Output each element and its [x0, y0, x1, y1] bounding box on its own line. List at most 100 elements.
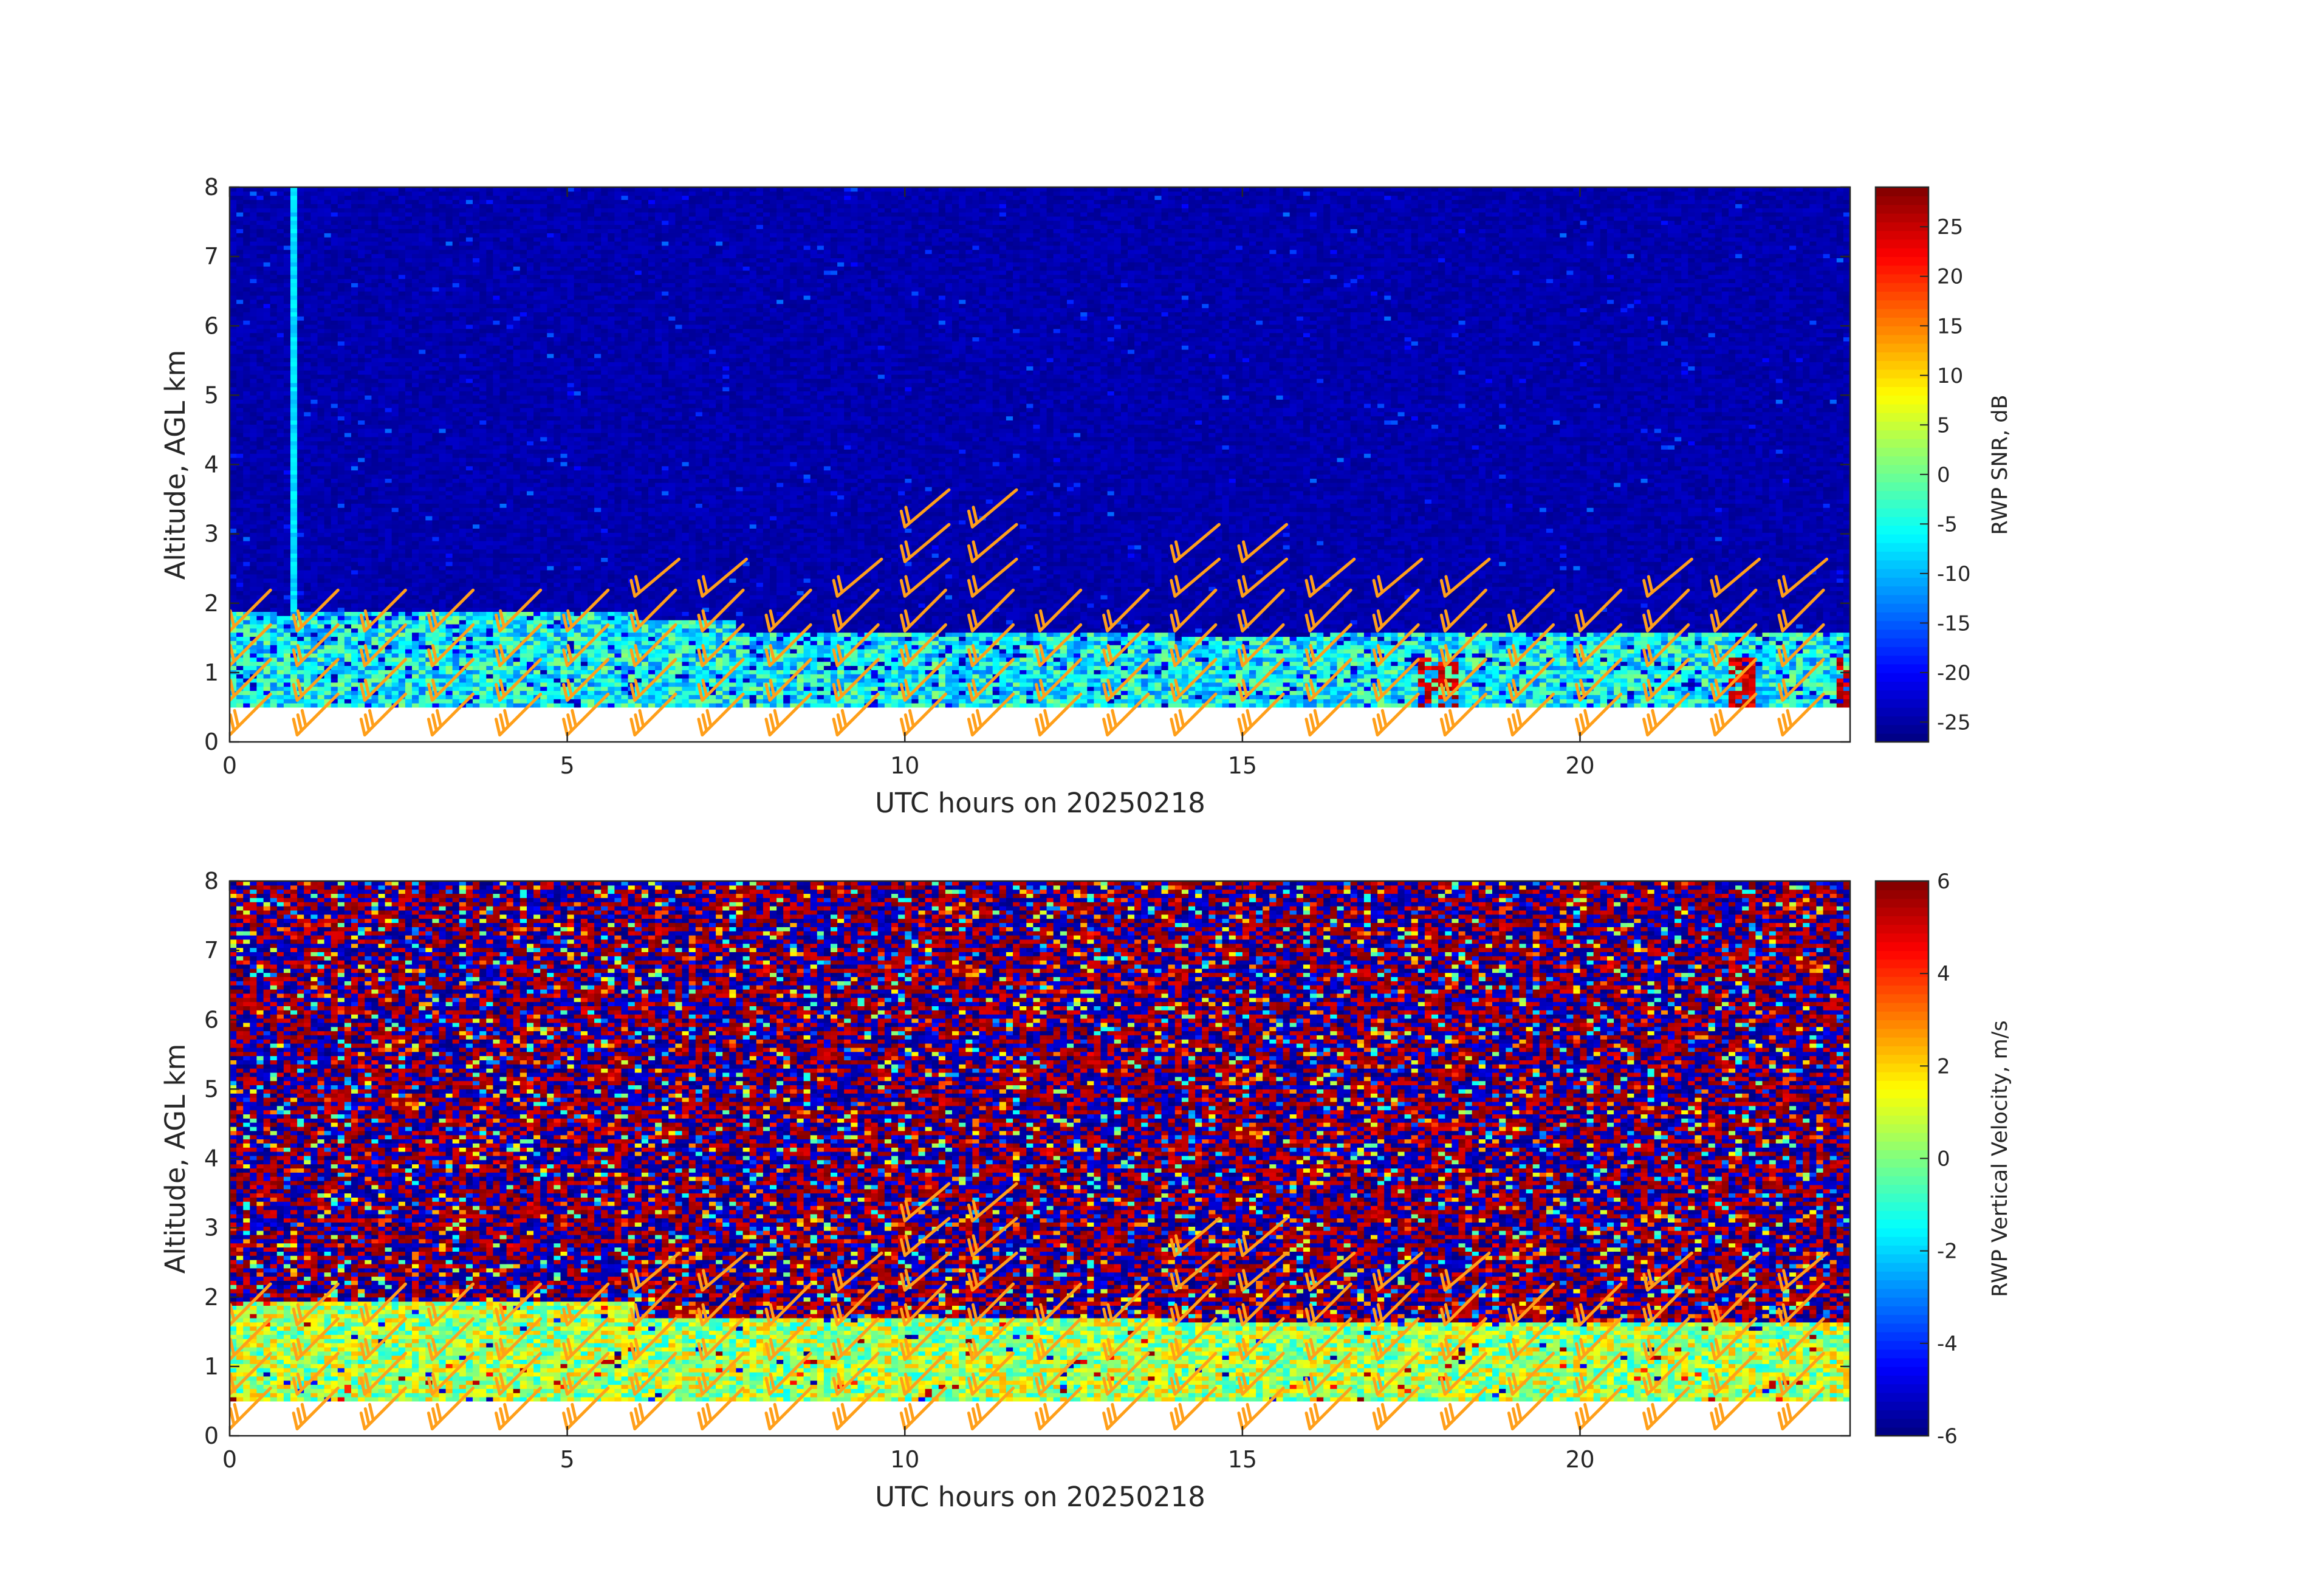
heatmap-cell	[385, 591, 392, 595]
heatmap-cell	[344, 475, 352, 479]
heatmap-cell	[236, 662, 244, 666]
heatmap-cell	[351, 412, 358, 416]
heatmap-cell	[344, 666, 352, 670]
heatmap-cell	[236, 258, 244, 262]
heatmap-cell	[379, 300, 386, 304]
heatmap-cell	[405, 507, 413, 512]
heatmap-cell	[304, 362, 311, 366]
heatmap-cell	[277, 603, 284, 608]
heatmap-cell	[331, 300, 338, 304]
heatmap-cell	[365, 591, 372, 595]
heatmap-cell	[358, 204, 365, 208]
heatmap-cell	[304, 608, 311, 612]
heatmap-cell	[324, 229, 332, 233]
heatmap-cell	[230, 229, 237, 233]
heatmap-cell	[425, 532, 433, 537]
heatmap-cell	[432, 578, 439, 583]
heatmap-cell	[453, 358, 460, 362]
heatmap-cell	[310, 583, 318, 587]
heatmap-cell	[479, 532, 487, 537]
heatmap-cell	[405, 275, 413, 279]
heatmap-cell	[385, 362, 392, 366]
heatmap-cell	[290, 466, 298, 470]
heatmap-cell	[358, 703, 365, 707]
heatmap-cell	[351, 312, 358, 316]
heatmap-cell	[250, 445, 257, 450]
heatmap-cell	[479, 250, 487, 254]
heatmap-cell	[324, 624, 332, 628]
heatmap-cell	[493, 578, 500, 583]
heatmap-cell	[432, 250, 439, 254]
heatmap-cell	[351, 578, 358, 583]
heatmap-cell	[297, 433, 304, 437]
heatmap-cell	[331, 391, 338, 396]
heatmap-cell	[358, 245, 365, 250]
heatmap-cell	[405, 416, 413, 420]
heatmap-cell	[365, 424, 372, 428]
heatmap-cell	[324, 399, 332, 403]
heatmap-cell	[318, 495, 325, 499]
heatmap-cell	[243, 324, 250, 329]
heatmap-cell	[412, 674, 419, 678]
heatmap-cell	[324, 532, 332, 537]
heatmap-cell	[284, 312, 291, 316]
heatmap-cell	[493, 320, 500, 324]
heatmap-cell	[318, 657, 325, 662]
heatmap-cell	[419, 516, 426, 520]
heatmap-cell	[365, 229, 372, 233]
heatmap-cell	[331, 566, 338, 570]
heatmap-cell	[331, 341, 338, 345]
heatmap-cell	[459, 374, 467, 379]
heatmap-cell	[331, 495, 338, 499]
heatmap-cell	[379, 366, 386, 370]
heatmap-cell	[230, 703, 237, 707]
heatmap-cell	[392, 549, 399, 554]
heatmap-cell	[264, 387, 271, 391]
heatmap-cell	[304, 537, 311, 541]
heatmap-cell	[365, 225, 372, 229]
heatmap-cell	[304, 574, 311, 578]
heatmap-cell	[331, 225, 338, 229]
heatmap-cell	[425, 241, 433, 245]
heatmap-cell	[358, 433, 365, 437]
heatmap-cell	[277, 387, 284, 391]
heatmap-cell	[459, 549, 467, 554]
heatmap-cell	[405, 258, 413, 262]
heatmap-cell	[318, 566, 325, 570]
heatmap-cell	[310, 482, 318, 487]
heatmap-cell	[297, 370, 304, 374]
heatmap-cell	[365, 475, 372, 479]
heatmap-cell	[344, 233, 352, 237]
heatmap-cell	[344, 229, 352, 233]
heatmap-cell	[466, 603, 473, 608]
heatmap-cell	[338, 399, 345, 403]
heatmap-cell	[310, 554, 318, 558]
heatmap-cell	[425, 445, 433, 450]
heatmap-cell	[412, 586, 419, 591]
heatmap-cell	[419, 624, 426, 628]
heatmap-cell	[466, 637, 473, 641]
heatmap-cell	[392, 408, 399, 412]
heatmap-cell	[290, 345, 298, 349]
heatmap-cell	[290, 561, 298, 566]
heatmap-cell	[331, 304, 338, 308]
heatmap-cell	[405, 250, 413, 254]
heatmap-cell	[379, 250, 386, 254]
heatmap-cell	[250, 387, 257, 391]
heatmap-cell	[385, 462, 392, 466]
heatmap-cell	[379, 428, 386, 433]
heatmap-cell	[392, 300, 399, 304]
heatmap-cell	[344, 287, 352, 291]
heatmap-cell	[344, 545, 352, 549]
heatmap-cell	[358, 324, 365, 329]
heatmap-cell	[304, 337, 311, 341]
heatmap-cell	[466, 653, 473, 657]
heatmap-cell	[459, 478, 467, 482]
heatmap-cell	[324, 196, 332, 200]
heatmap-cell	[250, 682, 257, 687]
heatmap-cell	[473, 196, 480, 200]
heatmap-cell	[304, 312, 311, 316]
heatmap-cell	[432, 453, 439, 458]
heatmap-cell	[493, 520, 500, 524]
heatmap-cell	[230, 482, 237, 487]
